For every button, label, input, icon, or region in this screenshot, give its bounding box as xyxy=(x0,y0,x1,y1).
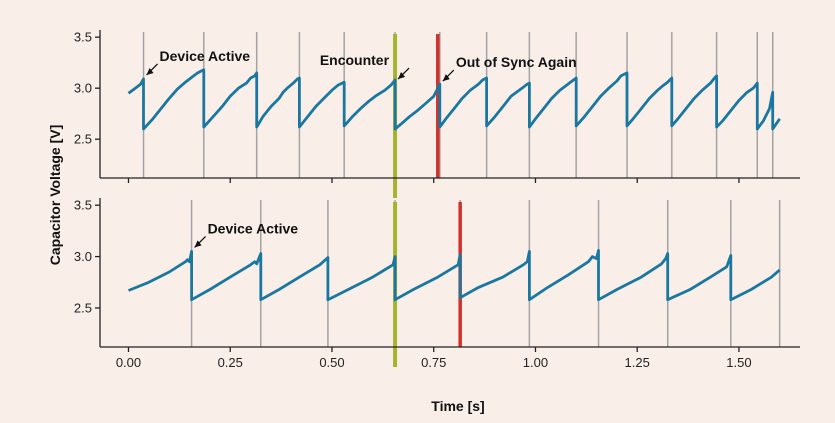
x-tick-label-6: 1.50 xyxy=(726,355,751,370)
x-axis: 0.00 0.25 0.50 0.75 1.00 1.25 1.50 xyxy=(100,177,800,370)
x-axis-title: Time [s] xyxy=(431,398,484,414)
annotation-label-2: Out of Sync Again xyxy=(456,54,577,70)
y-tick-label-1: 3.0 xyxy=(74,81,92,96)
x-tick-label-3: 0.75 xyxy=(421,355,446,370)
annotation-arrowhead-2 xyxy=(442,74,450,82)
annotation-label-1: Encounter xyxy=(320,52,390,68)
x-tick-label-5: 1.25 xyxy=(625,355,650,370)
x-tick-label-2: 0.50 xyxy=(319,355,344,370)
y-tick-label-0: 2.5 xyxy=(74,300,92,315)
y-tick-label-2: 3.5 xyxy=(74,198,92,213)
annotation-arrowhead-0 xyxy=(194,240,202,248)
y-axis-title: Capacitor Voltage [V] xyxy=(47,125,63,266)
x-tick-label-4: 1.00 xyxy=(523,355,548,370)
y-tick-label-0: 2.5 xyxy=(74,132,92,147)
voltage-series-line-0 xyxy=(127,248,781,302)
y-tick-label-2: 3.5 xyxy=(74,30,92,45)
x-tick-label-0: 0.00 xyxy=(116,355,141,370)
annotation-label-0: Device Active xyxy=(208,220,299,236)
voltage-series-line-0 xyxy=(127,68,781,131)
annotation-label-0: Device Active xyxy=(160,48,251,64)
y-tick-label-1: 3.0 xyxy=(74,249,92,264)
annotation-arrowhead-1 xyxy=(398,72,406,80)
top-panel: 2.5 3.0 3.5 Device Active Encounter Out of Sy… xyxy=(74,30,781,198)
annotation-arrowhead-0 xyxy=(146,67,154,75)
x-tick-label-1: 0.25 xyxy=(218,355,243,370)
bottom-panel: 2.5 3.0 3.5 Device Active xyxy=(74,198,781,367)
